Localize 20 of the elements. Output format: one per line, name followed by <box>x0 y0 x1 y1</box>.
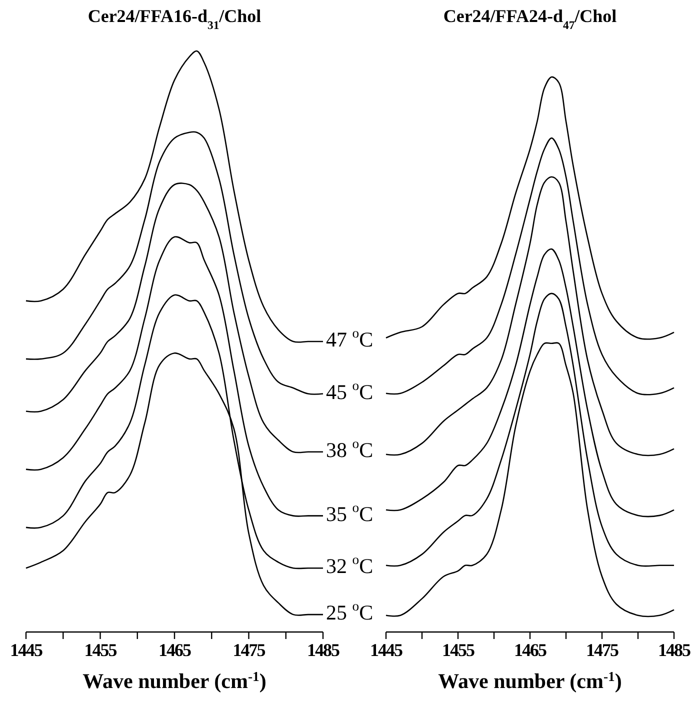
x-tick-label: 1475 <box>232 640 266 660</box>
chart-title: Cer24/FFA24-d$_{47}$/Chol <box>443 6 617 32</box>
x-tick-label: 1455 <box>442 640 475 660</box>
series-label: 25 $^{o}$C <box>326 598 374 624</box>
series-label: 32 $^{o}$C <box>326 552 374 578</box>
x-tick-label: 1465 <box>158 640 192 660</box>
x-tick-label: 1475 <box>586 640 619 660</box>
x-tick-label: 1445 <box>370 640 403 660</box>
x-tick-label: 1455 <box>84 640 118 660</box>
series-label: 35 $^{o}$C <box>326 499 374 526</box>
series-label: 38 $^{o}$C <box>326 436 374 462</box>
series-label: 47 $^{o}$C <box>326 325 374 352</box>
series-label: 45 $^{o}$C <box>326 377 374 404</box>
x-axis-title: Wave number (cm$^{-1}$) <box>82 668 266 693</box>
chart-title: Cer24/FFA16-d$_{31}$/Chol <box>88 6 262 32</box>
x-tick-label: 1485 <box>658 640 691 660</box>
x-axis-title: Wave number (cm$^{-1}$) <box>438 668 622 693</box>
x-tick-label: 1465 <box>514 640 547 660</box>
x-tick-label: 1485 <box>307 640 340 660</box>
x-tick-label: 1445 <box>10 640 43 660</box>
